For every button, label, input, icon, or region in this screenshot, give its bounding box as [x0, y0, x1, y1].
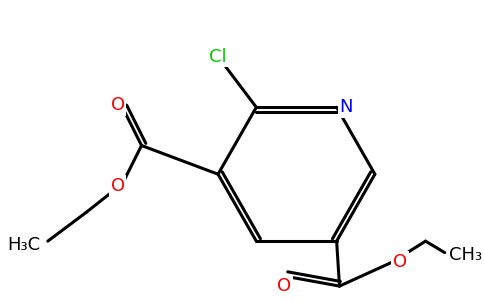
Text: H₃C: H₃C — [7, 236, 40, 254]
Text: N: N — [339, 98, 353, 116]
Text: O: O — [277, 277, 291, 295]
Text: O: O — [393, 253, 407, 271]
Text: O: O — [110, 177, 125, 195]
Text: O: O — [110, 96, 125, 114]
Text: Cl: Cl — [209, 48, 227, 66]
Text: CH₃: CH₃ — [450, 247, 483, 265]
